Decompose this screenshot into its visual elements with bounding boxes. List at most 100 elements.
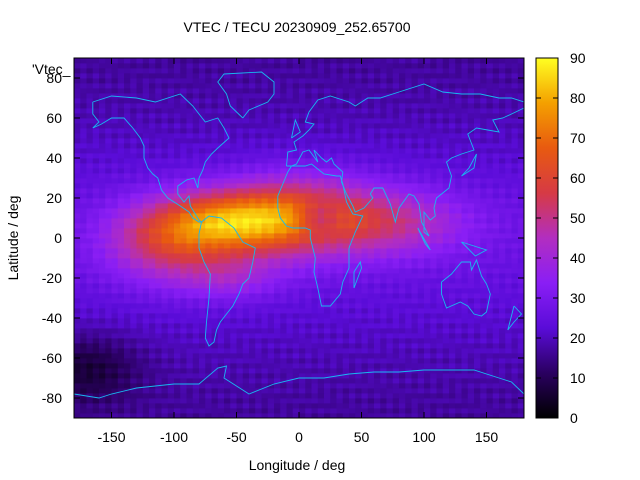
heatmap-cell xyxy=(392,203,400,209)
heatmap-cell xyxy=(80,203,87,209)
heatmap-cell xyxy=(517,348,525,354)
heatmap-cell xyxy=(80,283,87,289)
heatmap-cell xyxy=(99,128,106,134)
heatmap-cell xyxy=(124,248,131,254)
heatmap-cell xyxy=(336,353,344,359)
heatmap-cell xyxy=(211,153,219,159)
heatmap-cell xyxy=(217,343,225,349)
heatmap-cell xyxy=(149,348,156,354)
heatmap-cell xyxy=(280,173,287,179)
heatmap-cell xyxy=(280,408,287,414)
heatmap-cell xyxy=(392,98,400,104)
heatmap-cell xyxy=(386,328,394,334)
heatmap-cell xyxy=(255,183,262,189)
heatmap-cell xyxy=(386,73,394,79)
heatmap-cell xyxy=(211,178,219,184)
heatmap-cell xyxy=(336,378,344,384)
heatmap-cell xyxy=(124,218,131,224)
heatmap-cell xyxy=(280,178,287,184)
heatmap-cell xyxy=(342,128,350,134)
heatmap-cell xyxy=(161,213,169,219)
heatmap-cell xyxy=(255,153,262,159)
heatmap-cell xyxy=(349,298,356,304)
heatmap-cell xyxy=(517,268,525,274)
heatmap-cell xyxy=(186,183,194,189)
heatmap-cell xyxy=(249,213,256,219)
heatmap-cell xyxy=(205,358,212,364)
heatmap-cell xyxy=(292,373,300,379)
heatmap-cell xyxy=(324,123,331,129)
heatmap-cell xyxy=(242,238,250,244)
heatmap-cell xyxy=(305,358,312,364)
heatmap-cell xyxy=(249,88,256,94)
heatmap-cell xyxy=(161,123,169,129)
heatmap-cell xyxy=(186,403,194,409)
heatmap-cell xyxy=(336,258,344,264)
heatmap-cell xyxy=(105,158,112,164)
heatmap-cell xyxy=(149,268,156,274)
heatmap-cell xyxy=(111,373,119,379)
heatmap-cell xyxy=(392,398,400,404)
heatmap-cell xyxy=(124,173,131,179)
heatmap-cell xyxy=(211,388,219,394)
heatmap-cell xyxy=(174,323,181,329)
heatmap-cell xyxy=(211,198,219,204)
heatmap-cell xyxy=(186,343,194,349)
heatmap-cell xyxy=(74,83,81,89)
heatmap-cell xyxy=(167,383,175,389)
heatmap-cell xyxy=(449,243,456,249)
heatmap-cell xyxy=(367,133,375,139)
heatmap-cell xyxy=(136,398,144,404)
heatmap-cell xyxy=(255,228,262,234)
heatmap-cell xyxy=(511,398,519,404)
heatmap-cell xyxy=(242,78,250,84)
heatmap-cell xyxy=(361,348,369,354)
heatmap-cell xyxy=(117,323,125,329)
heatmap-cell xyxy=(242,143,250,149)
heatmap-cell xyxy=(299,363,306,369)
heatmap-cell xyxy=(236,243,244,249)
heatmap-cell xyxy=(236,248,244,254)
heatmap-cell xyxy=(267,148,275,154)
heatmap-cell xyxy=(499,213,506,219)
heatmap-cell xyxy=(355,328,362,334)
heatmap-cell xyxy=(117,403,125,409)
heatmap-cell xyxy=(461,293,469,299)
heatmap-cell xyxy=(99,268,106,274)
heatmap-cell xyxy=(455,398,462,404)
heatmap-cell xyxy=(186,263,194,269)
heatmap-cell xyxy=(99,303,106,309)
heatmap-cell xyxy=(267,108,275,114)
heatmap-cell xyxy=(349,383,356,389)
heatmap-cell xyxy=(436,303,444,309)
heatmap-cell xyxy=(117,98,125,104)
heatmap-cell xyxy=(292,298,300,304)
heatmap-cell xyxy=(292,148,300,154)
heatmap-cell xyxy=(280,78,287,84)
heatmap-cell xyxy=(317,198,325,204)
heatmap-cell xyxy=(111,378,119,384)
heatmap-cell xyxy=(192,78,200,84)
heatmap-cell xyxy=(424,218,431,224)
heatmap-cell xyxy=(249,113,256,119)
heatmap-cell xyxy=(411,183,419,189)
heatmap-cell xyxy=(149,313,156,319)
heatmap-cell xyxy=(236,118,244,124)
heatmap-cell xyxy=(305,323,312,329)
heatmap-cell xyxy=(517,113,525,119)
heatmap-cell xyxy=(417,73,425,79)
heatmap-cell xyxy=(211,298,219,304)
heatmap-cell xyxy=(492,298,500,304)
heatmap-cell xyxy=(261,378,269,384)
heatmap-cell xyxy=(286,393,294,399)
heatmap-cell xyxy=(180,183,187,189)
heatmap-cell xyxy=(192,368,200,374)
heatmap-cell xyxy=(280,113,287,119)
heatmap-cell xyxy=(205,278,212,284)
heatmap-cell xyxy=(417,393,425,399)
heatmap-cell xyxy=(217,148,225,154)
heatmap-cell xyxy=(367,198,375,204)
heatmap-cell xyxy=(211,358,219,364)
heatmap-cell xyxy=(355,188,362,194)
heatmap-cell xyxy=(342,398,350,404)
